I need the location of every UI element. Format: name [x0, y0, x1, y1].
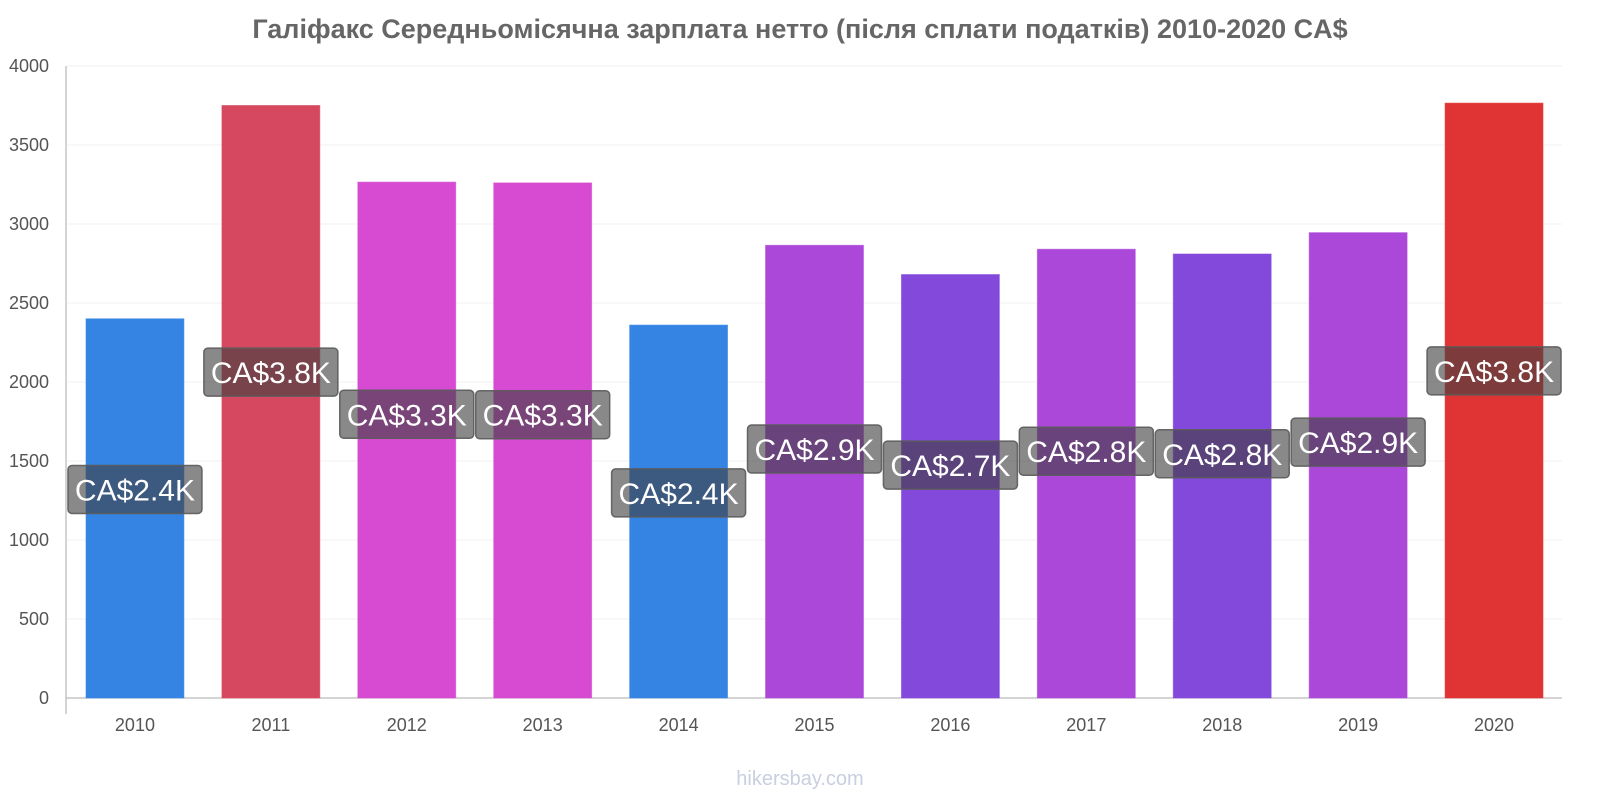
y-tick-label: 0	[39, 688, 49, 708]
data-label: CA$2.4K	[610, 468, 747, 518]
data-label-text: CA$3.3K	[483, 400, 603, 433]
data-label-text: CA$2.7K	[890, 450, 1010, 483]
data-label-box	[67, 464, 203, 515]
data-label: CA$3.3K	[339, 389, 475, 440]
data-label: CA$2.9K	[746, 424, 883, 474]
watermark: hikersbay.com	[736, 768, 864, 790]
y-tick-label: 1500	[9, 451, 49, 471]
data-label: CA$3.3K	[474, 389, 611, 440]
x-tick-label: 2017	[1066, 715, 1106, 735]
x-tick-label: 2019	[1338, 715, 1378, 735]
x-tick-label: 2012	[387, 715, 427, 735]
x-tick-label: 2020	[1474, 715, 1514, 735]
data-label-text: CA$3.8K	[1434, 356, 1554, 389]
data-label-box	[610, 468, 747, 518]
x-tick-label: 2014	[659, 715, 699, 735]
x-tick-label: 2010	[115, 715, 155, 735]
data-label: CA$3.8K	[1426, 346, 1562, 396]
x-tick-label: 2011	[252, 715, 291, 735]
y-tick-label: 500	[19, 609, 49, 629]
y-tick-label: 3000	[9, 214, 49, 234]
data-label-text: CA$2.4K	[75, 474, 195, 507]
data-label-box	[1290, 417, 1426, 467]
bar-2011	[221, 105, 321, 699]
bar-2020	[1444, 102, 1544, 699]
data-label-text: CA$3.8K	[211, 357, 331, 390]
data-label-text: CA$2.8K	[1026, 436, 1146, 469]
data-label-text: CA$2.9K	[1298, 427, 1418, 460]
bar-2012	[357, 181, 457, 699]
data-label: CA$3.8K	[203, 347, 339, 397]
data-label-box	[1426, 346, 1562, 396]
data-label-box	[1018, 426, 1155, 476]
chart-title: Галіфакс Середньомісячна зарплата нетто …	[252, 14, 1348, 44]
data-label: CA$2.4K	[67, 464, 203, 515]
y-tick-label: 2500	[9, 293, 49, 313]
x-tick-label: 2015	[794, 715, 834, 735]
data-label-box	[474, 389, 611, 440]
x-tick-label: 2018	[1202, 715, 1242, 735]
y-tick-label: 4000	[9, 56, 49, 76]
data-label-box	[746, 424, 883, 474]
data-label-text: CA$3.3K	[347, 399, 467, 432]
data-label-box	[1154, 429, 1290, 479]
data-label-box	[339, 389, 475, 440]
data-label-box	[203, 347, 339, 397]
y-tick-label: 3500	[9, 135, 49, 155]
y-tick-label: 2000	[9, 372, 49, 392]
data-label-text: CA$2.8K	[1162, 439, 1282, 472]
x-tick-label: 2016	[930, 715, 970, 735]
data-label-text: CA$2.9K	[754, 434, 874, 467]
bar-2013	[493, 182, 593, 699]
data-label-box	[882, 440, 1019, 490]
data-label: CA$2.7K	[882, 440, 1019, 490]
data-label: CA$2.8K	[1018, 426, 1155, 476]
data-label: CA$2.8K	[1154, 429, 1290, 479]
data-label: CA$2.9K	[1290, 417, 1426, 467]
x-tick-label: 2013	[523, 715, 563, 735]
data-label-text: CA$2.4K	[619, 478, 739, 511]
y-tick-label: 1000	[9, 530, 49, 550]
